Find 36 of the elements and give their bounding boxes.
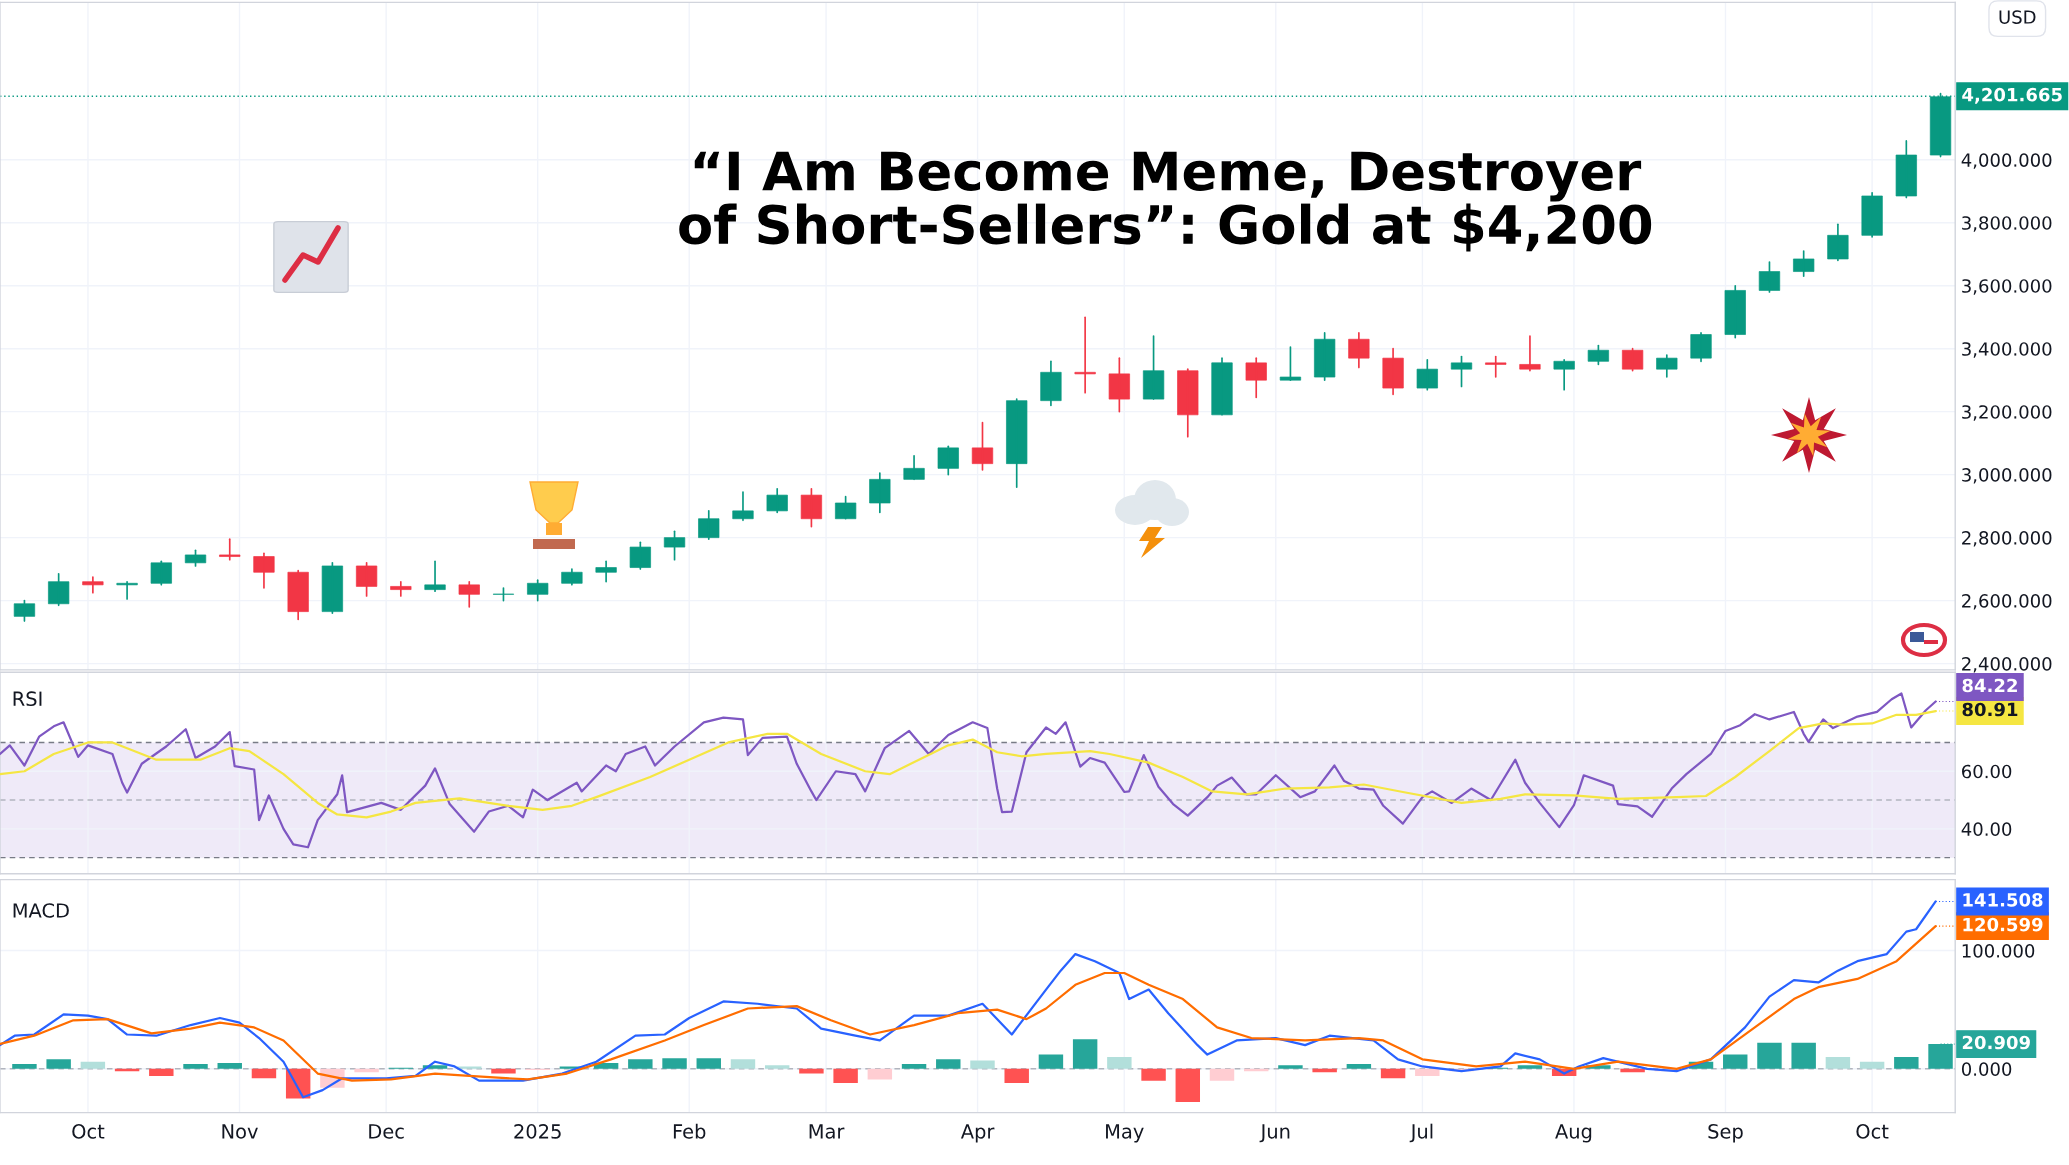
ref-line-label: 4,201.665	[1962, 87, 2062, 104]
y-tick-label: 3,600.000	[1962, 279, 2052, 295]
x-tick-label: Mar	[809, 1124, 845, 1139]
text: “I Am Become Meme, Destroyer of Short-Sellers”: Gold at $4,200	[679, 151, 1652, 252]
annotation: 84.22	[1962, 678, 2017, 693]
y-tick-label: 2,400.000	[1962, 657, 2052, 673]
annotation: 80.91	[1962, 702, 2018, 717]
text: USD	[1999, 10, 2036, 24]
x-tick-label: Apr	[960, 1124, 995, 1143]
y-tick-label: 2,600.000	[1962, 594, 2052, 610]
x-tick-label: Feb	[673, 1123, 706, 1139]
x-tick-label: Jun	[1259, 1124, 1290, 1143]
x-tick-label: Oct	[72, 1124, 105, 1139]
annotation: 141.508	[1963, 893, 2043, 907]
text: MACD	[13, 903, 69, 918]
annotation: 20.909	[1962, 1035, 2030, 1050]
y-tick-label: 100.000	[1962, 944, 2035, 958]
x-tick-label: Sep	[1708, 1124, 1743, 1143]
y-tick-label: 4,000.000	[1961, 153, 2052, 169]
y-tick-label: 0.000	[1961, 1062, 2012, 1076]
y-tick-label: 60.00	[1962, 764, 2012, 779]
y-tick-label: 3,800.000	[1962, 216, 2052, 232]
y-tick-label: 2,800.000	[1962, 531, 2052, 547]
x-tick-label: Nov	[222, 1124, 258, 1139]
x-tick-label: May	[1106, 1124, 1144, 1143]
x-tick-label: Jul	[1409, 1123, 1433, 1143]
x-tick-label: Aug	[1555, 1124, 1592, 1143]
x-tick-label: Oct	[1856, 1124, 1889, 1139]
y-tick-label: 3,000.000	[1962, 468, 2052, 484]
text: RSI	[13, 691, 42, 707]
y-tick-label: 40.00	[1961, 822, 2012, 836]
y-tick-label: 3,200.000	[1962, 405, 2052, 421]
annotation: 120.599	[1963, 917, 2043, 932]
y-tick-label: 3,400.000	[1962, 342, 2052, 358]
x-tick-label: 2025	[514, 1124, 561, 1139]
x-tick-label: Dec	[369, 1124, 404, 1139]
